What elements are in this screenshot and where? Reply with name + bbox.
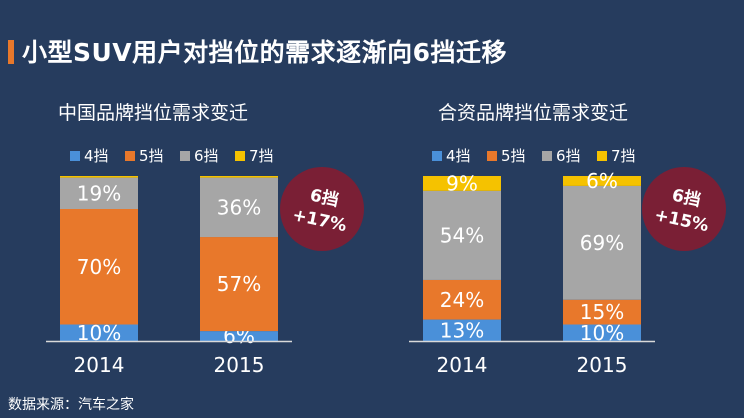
legend-label-4-domestic: 4挡: [84, 147, 109, 165]
bar-segment-5-2015-jv: [563, 299, 641, 325]
legend-label-5-jv: 5挡: [501, 147, 526, 165]
bar-segment-7-2014-domestic: [60, 176, 138, 178]
legend-swatch-4-domestic: [70, 151, 80, 161]
bar-segment-7-2015-domestic: [200, 176, 278, 178]
data-label-5-2015-domestic: 57%: [217, 272, 261, 296]
data-label-6-2014-domestic: 19%: [77, 181, 121, 205]
legend-label-4-jv: 4挡: [446, 147, 471, 165]
legend-label-7-jv: 7挡: [611, 147, 636, 165]
data-label-5-2014-domestic: 70%: [77, 255, 121, 279]
data-label-7-2015-jv: 6%: [586, 169, 618, 193]
data-label-6-2015-domestic: 36%: [217, 195, 261, 219]
bar-segment-4-2014-domestic: [60, 324, 138, 341]
legend-swatch-7-domestic: [235, 151, 245, 161]
legend-label-5-domestic: 5挡: [139, 147, 164, 165]
legend-swatch-6-jv: [542, 151, 552, 161]
legend-label-6-jv: 6挡: [556, 147, 581, 165]
title-accent-bar: [8, 40, 14, 64]
bar-segment-6-2015-domestic: [200, 177, 278, 238]
bar-segment-4-2015-jv: [563, 324, 641, 341]
x-tick-2015-jv: 2015: [577, 353, 628, 377]
legend-label-7-domestic: 7挡: [249, 147, 274, 165]
bar-segment-5-2014-domestic: [60, 209, 138, 325]
data-label-4-2014-jv: 13%: [440, 318, 484, 342]
bar-segment-4-2015-domestic: [200, 331, 278, 341]
legend-swatch-5-domestic: [125, 151, 135, 161]
change-badge-domestic: [280, 167, 364, 251]
x-tick-2014-jv: 2014: [437, 353, 488, 377]
x-tick-2014-domestic: 2014: [74, 353, 125, 377]
legend-swatch-4-jv: [432, 151, 442, 161]
data-label-6-2015-jv: 69%: [580, 231, 624, 255]
legend-swatch-6-domestic: [180, 151, 190, 161]
change-badge-jv: [642, 167, 726, 251]
x-tick-2015-domestic: 2015: [214, 353, 265, 377]
legend-label-6-domestic: 6挡: [194, 147, 219, 165]
bar-segment-6-2014-jv: [423, 190, 501, 280]
data-label-6-2014-jv: 54%: [440, 223, 484, 247]
bar-segment-5-2014-jv: [423, 279, 501, 320]
bar-segment-7-2015-jv: [563, 176, 641, 186]
bar-segment-6-2015-jv: [563, 185, 641, 300]
page-title: 小型SUV用户对挡位的需求逐渐向6挡迁移: [22, 38, 508, 67]
data-label-5-2014-jv: 24%: [440, 288, 484, 312]
bar-segment-5-2015-domestic: [200, 237, 278, 332]
bar-segment-7-2014-jv: [423, 176, 501, 191]
bar-segment-4-2014-jv: [423, 319, 501, 341]
bar-segment-6-2014-domestic: [60, 177, 138, 209]
data-label-5-2015-jv: 15%: [580, 300, 624, 324]
legend-swatch-5-jv: [487, 151, 497, 161]
data-source: 数据来源：汽车之家: [8, 397, 134, 413]
chart-title-domestic: 中国品牌挡位需求变迁: [58, 102, 249, 124]
legend-swatch-7-jv: [597, 151, 607, 161]
data-label-7-2014-jv: 9%: [446, 171, 478, 195]
chart-title-joint-venture: 合资品牌挡位需求变迁: [438, 102, 629, 124]
